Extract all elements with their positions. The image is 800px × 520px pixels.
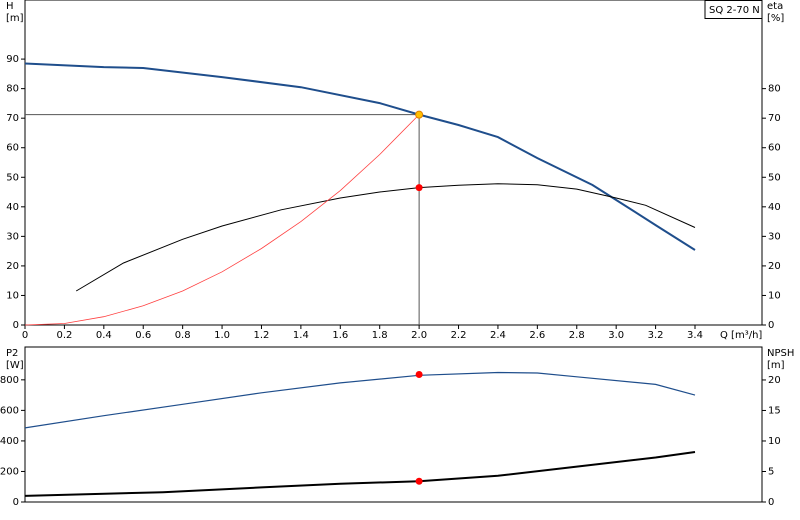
x-tick-label: 2.0	[411, 330, 427, 341]
x-tick-label: 3.4	[687, 330, 703, 341]
y-tick-label: 400	[0, 436, 19, 447]
y2-tick-label: 60	[768, 143, 781, 154]
y2-tick-label: 20	[768, 375, 781, 386]
y2-tick-label: 70	[768, 113, 781, 124]
y-tick-label: 800	[0, 375, 19, 386]
y2-axis-label: eta	[767, 1, 783, 12]
series-line	[24, 371, 696, 429]
series-line	[75, 183, 696, 292]
y-tick-label: 10	[6, 290, 19, 301]
x-tick-label: 0.4	[96, 330, 112, 341]
y-tick-label: 50	[6, 172, 19, 183]
y2-tick-label: 40	[768, 202, 781, 213]
x-tick-label: 1.2	[254, 330, 270, 341]
x-tick-label: 1.6	[332, 330, 348, 341]
x-tick-label: 0.8	[175, 330, 191, 341]
chart-title: SQ 2-70 N	[709, 5, 760, 16]
y2-tick-label: 15	[768, 405, 781, 416]
y2-axis-label: NPSH	[767, 348, 794, 359]
y-axis-unit: [m]	[6, 13, 24, 24]
x-tick-label: 2.6	[529, 330, 545, 341]
y2-tick-label: 20	[768, 261, 781, 272]
y2-tick-label: 10	[768, 290, 781, 301]
y2-axis-unit: [m]	[767, 360, 785, 371]
duty-point	[415, 110, 424, 119]
y2-tick-label: 0	[768, 320, 774, 331]
y2-tick-label: 5	[768, 466, 774, 477]
series-line	[24, 62, 696, 251]
x-tick-label: 0.2	[56, 330, 72, 341]
x-axis-label: Q [m³/h]	[720, 330, 762, 341]
y2-tick-label: 50	[768, 172, 781, 183]
y2-tick-label: 0	[768, 497, 774, 508]
y-tick-label: 20	[6, 261, 19, 272]
x-tick-label: 2.4	[490, 330, 506, 341]
plot-frame	[24, 0, 763, 326]
y-tick-label: 90	[6, 54, 19, 65]
series-line	[24, 451, 696, 497]
title-box	[704, 0, 763, 19]
x-tick-label: 0	[22, 330, 28, 341]
y-tick-label: 600	[0, 405, 19, 416]
duty-point	[415, 370, 423, 378]
x-tick-label: 1.0	[214, 330, 230, 341]
plot-frame	[24, 346, 763, 503]
x-tick-label: 2.2	[451, 330, 467, 341]
x-tick-label: 3.0	[608, 330, 624, 341]
y-tick-label: 40	[6, 202, 19, 213]
x-tick-label: 0.6	[135, 330, 151, 341]
y-tick-label: 0	[13, 497, 19, 508]
y-axis-unit: [W]	[6, 360, 24, 371]
y-tick-label: 30	[6, 231, 19, 242]
y-tick-label: 0	[13, 320, 19, 331]
y2-tick-label: 80	[768, 84, 781, 95]
x-tick-label: 3.2	[648, 330, 664, 341]
x-tick-label: 1.4	[293, 330, 309, 341]
y-axis-label: H	[6, 1, 14, 12]
duty-point	[415, 184, 423, 192]
x-tick-label: 1.8	[372, 330, 388, 341]
y-axis-label: P2	[6, 348, 18, 359]
y-tick-label: 80	[6, 84, 19, 95]
y2-tick-label: 10	[768, 436, 781, 447]
y-tick-label: 60	[6, 143, 19, 154]
y-tick-label: 200	[0, 466, 19, 477]
y2-axis-unit: [%]	[767, 13, 784, 24]
duty-point	[415, 477, 423, 485]
x-tick-label: 2.8	[569, 330, 585, 341]
series-line	[24, 114, 420, 326]
y-tick-label: 70	[6, 113, 19, 124]
y2-tick-label: 30	[768, 231, 781, 242]
